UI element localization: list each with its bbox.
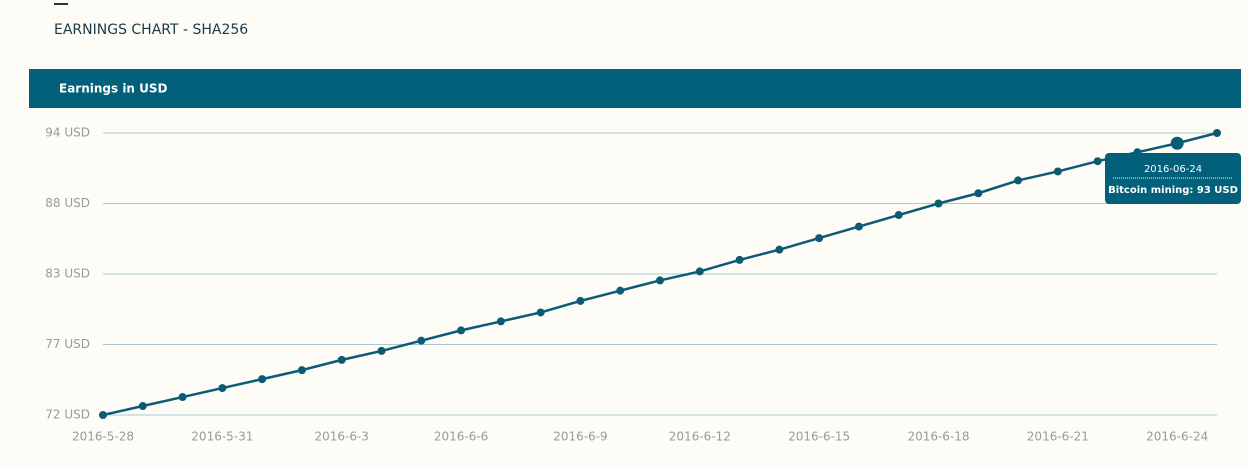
data-point	[99, 411, 107, 419]
header-band	[29, 69, 1241, 108]
y-tick-label: 72 USD	[45, 408, 90, 422]
data-point	[854, 222, 863, 231]
data-point	[258, 375, 267, 384]
x-tick-label: 2016-6-15	[788, 430, 850, 444]
data-point	[337, 355, 346, 364]
x-tick-label: 2016-6-18	[907, 430, 969, 444]
data-point	[1170, 136, 1184, 150]
data-point	[974, 189, 983, 198]
chart-title: EARNINGS CHART - SHA256	[54, 22, 248, 38]
data-point	[1093, 157, 1102, 166]
x-tick-label: 2016-6-12	[669, 430, 731, 444]
data-point	[1053, 167, 1062, 176]
data-point	[576, 296, 585, 305]
data-point	[894, 211, 903, 220]
tooltip: 2016-06-24 Bitcoin mining: 93 USD	[1105, 153, 1241, 204]
data-point	[1014, 176, 1023, 185]
y-tick-label: 88 USD	[45, 196, 90, 210]
x-tick-label: 2016-5-28	[72, 430, 134, 444]
x-tick-label: 2016-6-24	[1146, 430, 1208, 444]
y-tick-label: 77 USD	[45, 337, 90, 351]
x-tick-label: 2016-5-31	[191, 430, 253, 444]
y-tick-label: 94 USD	[45, 126, 90, 140]
data-point	[815, 234, 824, 243]
data-point	[695, 267, 704, 276]
data-point	[138, 402, 147, 411]
data-point	[775, 245, 784, 254]
title-dash	[54, 3, 68, 5]
tooltip-text: Bitcoin mining: 93 USD	[1108, 185, 1238, 196]
data-point	[616, 286, 625, 295]
data-point	[656, 276, 664, 285]
data-point	[417, 336, 426, 345]
data-point	[377, 346, 386, 355]
tooltip-date: 2016-06-24	[1144, 164, 1202, 175]
data-point	[735, 255, 744, 264]
chart-subtitle: Earnings in USD	[59, 82, 168, 96]
data-point	[496, 317, 505, 326]
data-point	[1213, 129, 1221, 137]
data-point	[297, 366, 306, 375]
data-point	[934, 199, 943, 208]
x-tick-label: 2016-6-9	[553, 430, 607, 444]
data-point	[178, 393, 187, 402]
data-point	[536, 308, 545, 317]
x-tick-label: 2016-6-21	[1027, 430, 1089, 444]
x-tick-label: 2016-6-6	[434, 430, 488, 444]
y-tick-label: 83 USD	[45, 267, 90, 281]
data-point	[457, 326, 466, 335]
x-tick-label: 2016-6-3	[314, 430, 368, 444]
data-point	[218, 384, 227, 393]
